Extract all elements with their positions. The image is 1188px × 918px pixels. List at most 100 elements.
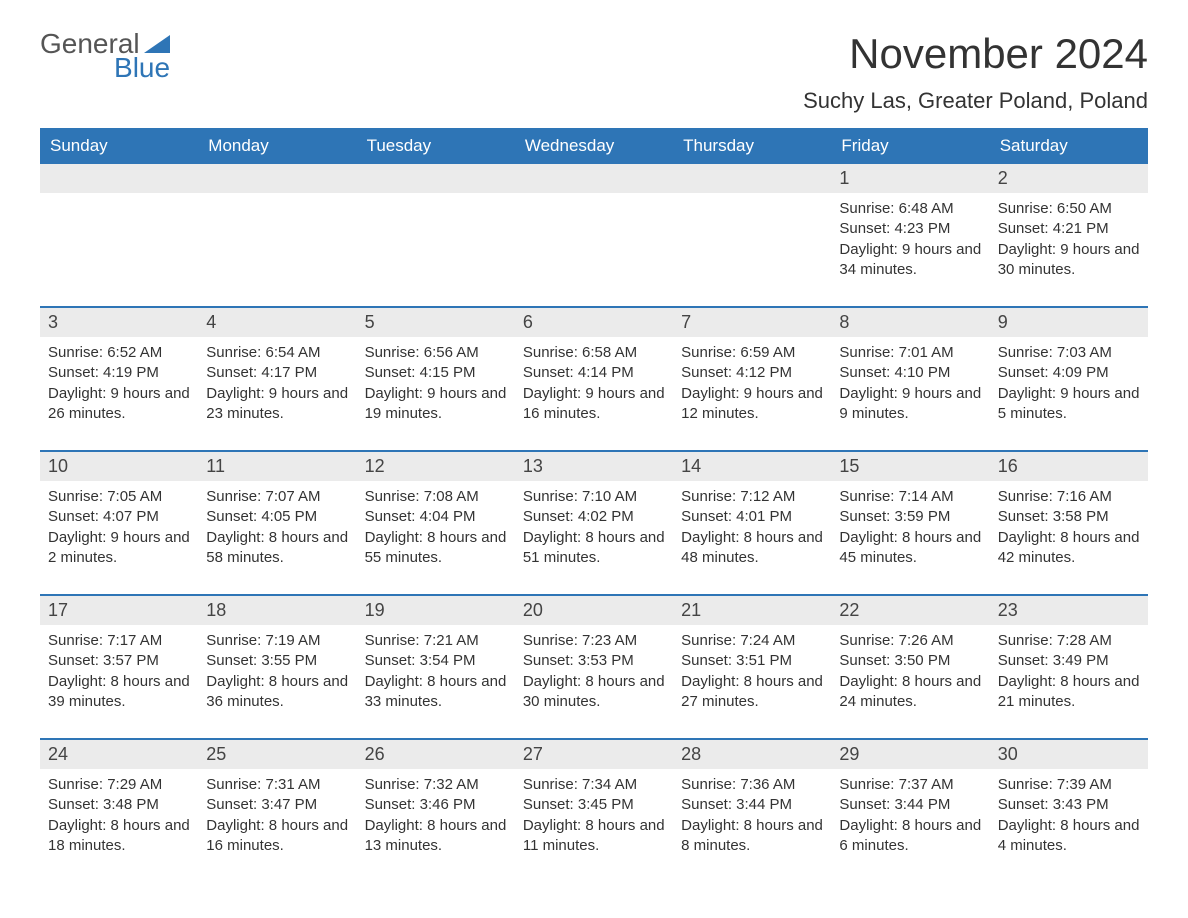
day-number: 21 xyxy=(681,600,701,620)
day-body: Sunrise: 7:10 AMSunset: 4:02 PMDaylight:… xyxy=(515,481,673,568)
day-body: Sunrise: 7:31 AMSunset: 3:47 PMDaylight:… xyxy=(198,769,356,856)
day-body: Sunrise: 7:37 AMSunset: 3:44 PMDaylight:… xyxy=(831,769,989,856)
sunrise-line: Sunrise: 7:28 AM xyxy=(998,631,1140,651)
day-number: 29 xyxy=(839,744,859,764)
weekday-header: Friday xyxy=(831,128,989,164)
day-number: 10 xyxy=(48,456,68,476)
day-body: Sunrise: 7:28 AMSunset: 3:49 PMDaylight:… xyxy=(990,625,1148,712)
day-body: Sunrise: 6:59 AMSunset: 4:12 PMDaylight:… xyxy=(673,337,831,424)
calendar-day-cell: 8Sunrise: 7:01 AMSunset: 4:10 PMDaylight… xyxy=(831,308,989,442)
day-number: 15 xyxy=(839,456,859,476)
daylight-line: Daylight: 8 hours and 13 minutes. xyxy=(365,816,507,857)
weekday-header: Monday xyxy=(198,128,356,164)
day-body: Sunrise: 7:39 AMSunset: 3:43 PMDaylight:… xyxy=(990,769,1148,856)
day-number: 16 xyxy=(998,456,1018,476)
sunrise-line: Sunrise: 6:59 AM xyxy=(681,343,823,363)
sunset-line: Sunset: 3:50 PM xyxy=(839,651,981,671)
day-body: Sunrise: 7:32 AMSunset: 3:46 PMDaylight:… xyxy=(357,769,515,856)
sunrise-line: Sunrise: 6:50 AM xyxy=(998,199,1140,219)
calendar-day-cell: 11Sunrise: 7:07 AMSunset: 4:05 PMDayligh… xyxy=(198,452,356,586)
sunrise-line: Sunrise: 6:56 AM xyxy=(365,343,507,363)
sunrise-line: Sunrise: 7:03 AM xyxy=(998,343,1140,363)
sunset-line: Sunset: 3:59 PM xyxy=(839,507,981,527)
day-body: Sunrise: 7:07 AMSunset: 4:05 PMDaylight:… xyxy=(198,481,356,568)
day-body: Sunrise: 7:14 AMSunset: 3:59 PMDaylight:… xyxy=(831,481,989,568)
day-number: 23 xyxy=(998,600,1018,620)
day-body: Sunrise: 7:01 AMSunset: 4:10 PMDaylight:… xyxy=(831,337,989,424)
calendar-day-cell: 18 Sunrise: 7:19 AMSunset: 3:55 PMDayligh… xyxy=(198,596,356,730)
calendar-day-cell: . xyxy=(515,164,673,298)
daylight-line: Daylight: 8 hours and 18 minutes. xyxy=(48,816,190,857)
day-number: 18 xyxy=(206,600,226,620)
day-body: Sunrise: 7:29 AMSunset: 3:48 PMDaylight:… xyxy=(40,769,198,856)
sunrise-line: Sunrise: 7:37 AM xyxy=(839,775,981,795)
sunrise-line: Sunrise: 7:05 AM xyxy=(48,487,190,507)
day-number: 13 xyxy=(523,456,543,476)
calendar-day-cell: 6Sunrise: 6:58 AMSunset: 4:14 PMDaylight… xyxy=(515,308,673,442)
weekday-header: Thursday xyxy=(673,128,831,164)
day-body: Sunrise: 6:58 AMSunset: 4:14 PMDaylight:… xyxy=(515,337,673,424)
daylight-line: Daylight: 9 hours and 9 minutes. xyxy=(839,384,981,425)
weekday-header: Wednesday xyxy=(515,128,673,164)
sunset-line: Sunset: 3:57 PM xyxy=(48,651,190,671)
daylight-line: Daylight: 8 hours and 58 minutes. xyxy=(206,528,348,569)
day-body: Sunrise: 7:17 AMSunset: 3:57 PMDaylight:… xyxy=(40,625,198,712)
weekday-header: Saturday xyxy=(990,128,1148,164)
day-number: 7 xyxy=(681,312,691,332)
sunrise-line: Sunrise: 7:23 AM xyxy=(523,631,665,651)
sunrise-line: Sunrise: 6:54 AM xyxy=(206,343,348,363)
calendar-day-cell: 30 Sunrise: 7:39 AMSunset: 3:43 PMDayligh… xyxy=(990,740,1148,874)
sunset-line: Sunset: 4:10 PM xyxy=(839,363,981,383)
sunrise-line: Sunrise: 7:26 AM xyxy=(839,631,981,651)
sunset-line: Sunset: 4:19 PM xyxy=(48,363,190,383)
calendar-day-cell: 10Sunrise: 7:05 AMSunset: 4:07 PMDayligh… xyxy=(40,452,198,586)
calendar-day-cell: 19Sunrise: 7:21 AMSunset: 3:54 PMDayligh… xyxy=(357,596,515,730)
sunrise-line: Sunrise: 7:36 AM xyxy=(681,775,823,795)
day-number: 27 xyxy=(523,744,543,764)
sunrise-line: Sunrise: 6:52 AM xyxy=(48,343,190,363)
day-body: Sunrise: 7:19 AMSunset: 3:55 PMDaylight:… xyxy=(198,625,356,712)
calendar-day-cell: 15 Sunrise: 7:14 AMSunset: 3:59 PMDayligh… xyxy=(831,452,989,586)
sunset-line: Sunset: 3:49 PM xyxy=(998,651,1140,671)
day-number: 1 xyxy=(839,168,849,188)
day-body: Sunrise: 7:34 AMSunset: 3:45 PMDaylight:… xyxy=(515,769,673,856)
sunset-line: Sunset: 4:14 PM xyxy=(523,363,665,383)
calendar-day-cell: . xyxy=(357,164,515,298)
calendar-day-cell: 7 Sunrise: 6:59 AMSunset: 4:12 PMDaylight… xyxy=(673,308,831,442)
daylight-line: Daylight: 8 hours and 48 minutes. xyxy=(681,528,823,569)
day-number: 30 xyxy=(998,744,1018,764)
calendar-day-cell: 17Sunrise: 7:17 AMSunset: 3:57 PMDayligh… xyxy=(40,596,198,730)
daylight-line: Daylight: 8 hours and 6 minutes. xyxy=(839,816,981,857)
daylight-line: Daylight: 8 hours and 16 minutes. xyxy=(206,816,348,857)
sunset-line: Sunset: 3:54 PM xyxy=(365,651,507,671)
sunset-line: Sunset: 4:01 PM xyxy=(681,507,823,527)
daylight-line: Daylight: 8 hours and 45 minutes. xyxy=(839,528,981,569)
calendar-week: 10Sunrise: 7:05 AMSunset: 4:07 PMDayligh… xyxy=(40,450,1148,586)
calendar-day-cell: 5Sunrise: 6:56 AMSunset: 4:15 PMDaylight… xyxy=(357,308,515,442)
day-body: Sunrise: 7:21 AMSunset: 3:54 PMDaylight:… xyxy=(357,625,515,712)
day-number: 4 xyxy=(206,312,216,332)
sunrise-line: Sunrise: 6:58 AM xyxy=(523,343,665,363)
sunrise-line: Sunrise: 7:17 AM xyxy=(48,631,190,651)
sunset-line: Sunset: 3:44 PM xyxy=(681,795,823,815)
daylight-line: Daylight: 9 hours and 26 minutes. xyxy=(48,384,190,425)
day-number: 25 xyxy=(206,744,226,764)
weekday-header: Sunday xyxy=(40,128,198,164)
sunset-line: Sunset: 3:58 PM xyxy=(998,507,1140,527)
calendar-week: 17Sunrise: 7:17 AMSunset: 3:57 PMDayligh… xyxy=(40,594,1148,730)
weekday-header: Tuesday xyxy=(357,128,515,164)
calendar: SundayMondayTuesdayWednesdayThursdayFrid… xyxy=(40,128,1148,874)
day-number: 3 xyxy=(48,312,58,332)
day-body: Sunrise: 7:12 AMSunset: 4:01 PMDaylight:… xyxy=(673,481,831,568)
daylight-line: Daylight: 8 hours and 42 minutes. xyxy=(998,528,1140,569)
day-body: Sunrise: 7:26 AMSunset: 3:50 PMDaylight:… xyxy=(831,625,989,712)
sunrise-line: Sunrise: 7:32 AM xyxy=(365,775,507,795)
day-number: 14 xyxy=(681,456,701,476)
daylight-line: Daylight: 9 hours and 19 minutes. xyxy=(365,384,507,425)
daylight-line: Daylight: 8 hours and 33 minutes. xyxy=(365,672,507,713)
sunset-line: Sunset: 4:15 PM xyxy=(365,363,507,383)
sunset-line: Sunset: 3:43 PM xyxy=(998,795,1140,815)
daylight-line: Daylight: 9 hours and 16 minutes. xyxy=(523,384,665,425)
daylight-line: Daylight: 8 hours and 21 minutes. xyxy=(998,672,1140,713)
sunset-line: Sunset: 4:12 PM xyxy=(681,363,823,383)
